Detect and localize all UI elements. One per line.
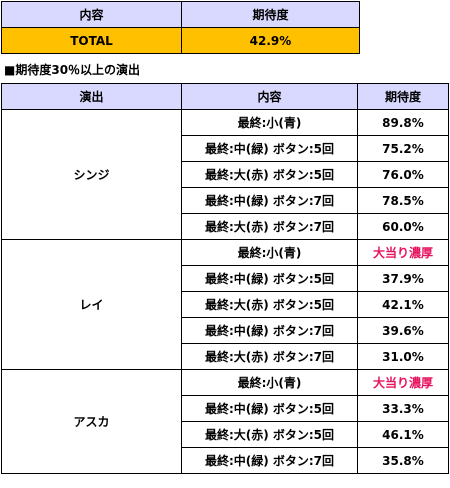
summary-table: 内容 期待度 TOTAL 42.9% [1,1,360,54]
table-row: アスカ 最終:小(青) 大当り濃厚 [1,369,449,474]
table-row: 最終:大(赤) ボタン:7回 31.0% [2,343,449,370]
expectation-value: 33.3% [357,395,449,422]
content-cell: 最終:大(赤) ボタン:5回 [181,291,358,318]
table-row: 最終:中(緑) ボタン:7回 39.6% [2,317,449,344]
content-cell: 最終:中(緑) ボタン:7回 [181,317,358,344]
summary-header-row: 内容 期待度 [1,1,360,28]
expectation-value: 31.0% [357,343,449,370]
content-cell: 最終:中(緑) ボタン:5回 [181,265,358,292]
performance-name: アスカ [1,369,182,474]
expectation-value: 75.2% [357,135,449,162]
table-row: レイ 最終:小(青) 大当り濃厚 [1,239,449,370]
section-title: ■期待度30％以上の演出 [4,63,141,77]
detail-header-expectation: 期待度 [357,83,449,110]
table-row: シンジ 最終:小(青) 89.8% [1,109,449,240]
performance-name: レイ [1,239,182,370]
content-cell: 最終:小(青) [181,369,358,396]
expectation-value: 39.6% [357,317,449,344]
summary-header-expectation: 期待度 [181,1,360,28]
table-row: 最終:中(緑) ボタン:7回 78.5% [2,187,449,214]
expectation-value: 76.0% [357,161,449,188]
table-row: 最終:中(緑) ボタン:7回 35.8% [2,447,449,474]
total-value: 42.9% [181,27,360,54]
expectation-value: 60.0% [357,213,449,240]
content-cell: 最終:大(赤) ボタン:5回 [181,161,358,188]
expectation-value: 46.1% [357,421,449,448]
table-row: 最終:大(赤) ボタン:5回 42.1% [2,291,449,318]
jackpot-badge: 大当り濃厚 [357,369,449,396]
jackpot-badge: 大当り濃厚 [357,239,449,266]
detail-header-performance: 演出 [1,83,182,110]
detail-header-row: 演出 内容 期待度 [1,83,449,110]
expectation-value: 42.1% [357,291,449,318]
content-cell: 最終:大(赤) ボタン:7回 [181,213,358,240]
detail-header-content: 内容 [181,83,358,110]
table-row: 最終:大(赤) ボタン:5回 46.1% [2,421,449,448]
content-cell: 最終:大(赤) ボタン:7回 [181,343,358,370]
expectation-value: 37.9% [357,265,449,292]
content-cell: 最終:小(青) [181,109,358,136]
table-row: 最終:大(赤) ボタン:7回 60.0% [2,213,449,240]
content-cell: 最終:中(緑) ボタン:5回 [181,135,358,162]
detail-table: 演出 内容 期待度 シンジ 最終:小(青) 89.8% 最終:中(緑) ボタン:5回 7… [1,83,449,474]
summary-header-content: 内容 [1,1,182,28]
table-row: 最終:中(緑) ボタン:5回 75.2% [2,135,449,162]
table-row: 最終:中(緑) ボタン:5回 37.9% [2,265,449,292]
detail-body: シンジ 最終:小(青) 89.8% 最終:中(緑) ボタン:5回 75.2% 最終:大(赤… [1,109,449,474]
expectation-value: 35.8% [357,447,449,474]
content-cell: 最終:中(緑) ボタン:7回 [181,187,358,214]
content-cell: 最終:小(青) [181,239,358,266]
content-cell: 最終:中(緑) ボタン:5回 [181,395,358,422]
summary-total-row: TOTAL 42.9% [1,27,360,54]
table-row: 最終:中(緑) ボタン:5回 33.3% [2,395,449,422]
expectation-value: 89.8% [357,109,449,136]
total-label: TOTAL [1,27,182,54]
content-cell: 最終:中(緑) ボタン:7回 [181,447,358,474]
expectation-value: 78.5% [357,187,449,214]
content-cell: 最終:大(赤) ボタン:5回 [181,421,358,448]
performance-name: シンジ [1,109,182,240]
